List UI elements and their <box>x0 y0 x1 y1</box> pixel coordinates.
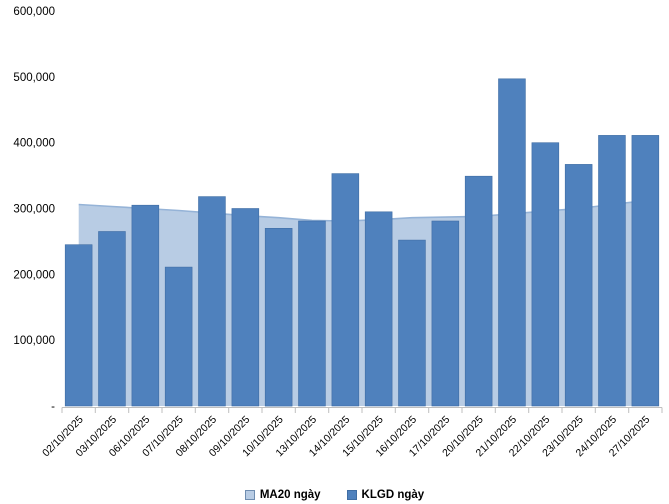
ma20-area-series <box>78 199 646 406</box>
legend-item-ma20: MA20 ngày <box>244 489 321 501</box>
y-axis-tick-labels: - 100,000 200,000 300,000 400,000 500,000 600,… <box>13 6 55 413</box>
ma20-legend-label: MA20 ngày <box>259 489 321 501</box>
svg-text:500,000: 500,000 <box>13 72 55 84</box>
svg-text:300,000: 300,000 <box>13 204 55 216</box>
svg-text:-: - <box>51 401 55 413</box>
klgd-legend-label: KLGD ngày <box>361 489 425 501</box>
svg-text:100,000: 100,000 <box>13 335 55 347</box>
svg-text:400,000: 400,000 <box>13 138 55 150</box>
legend-item-klgd: KLGD ngày <box>346 489 425 501</box>
svg-text:600,000: 600,000 <box>13 6 55 18</box>
klgd-legend-swatch-icon <box>346 490 357 500</box>
x-axis-tick-labels: 02/10/202503/10/202506/10/202507/10/2025… <box>40 414 652 460</box>
svg-text:200,000: 200,000 <box>13 269 55 281</box>
klgd-bar-series <box>64 78 660 407</box>
ma20-legend-swatch-icon <box>244 490 255 500</box>
x-axis <box>61 407 663 413</box>
chart-legend: MA20 ngày KLGD ngày <box>0 489 669 501</box>
